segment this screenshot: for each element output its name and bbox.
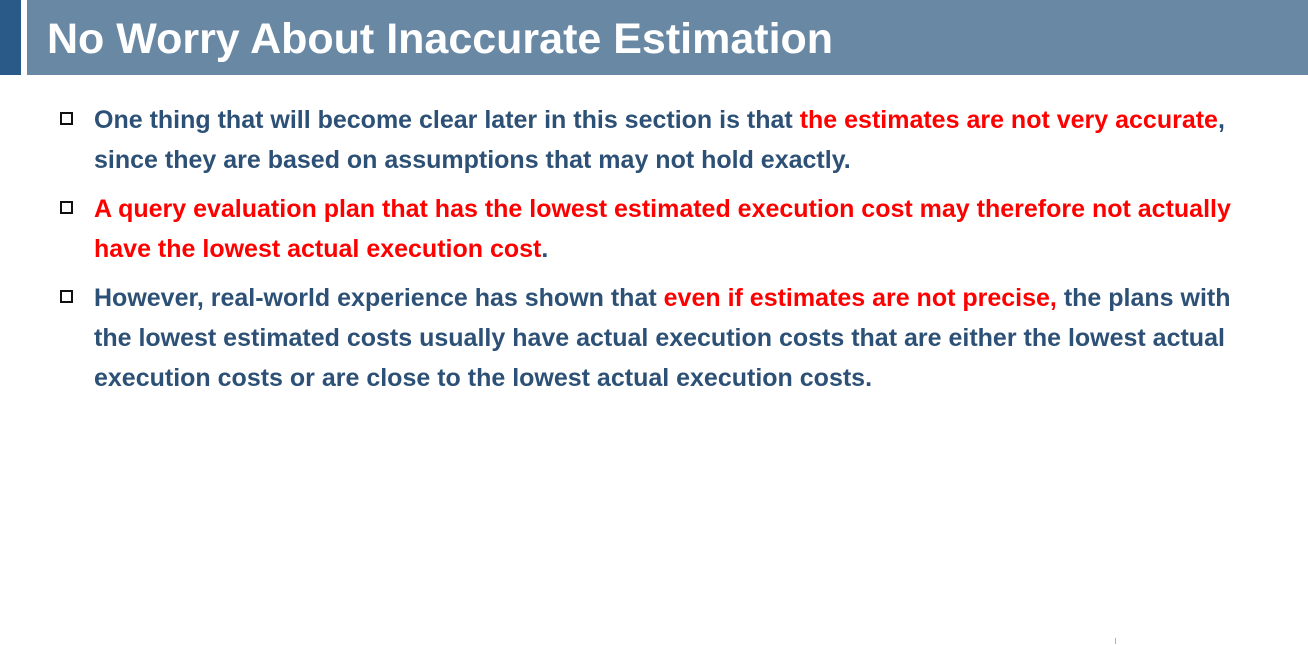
bullet-text: . [541,235,549,263]
bullet-item: A query evaluation plan that has the low… [56,189,1256,269]
bullet-text: , since they are based on assumptions th… [94,106,1225,174]
title-bar: No Worry About Inaccurate Estimation [27,0,1308,75]
bullet-highlight-text: A query evaluation plan that has the low… [94,195,1231,263]
footer-mark [1115,638,1116,644]
bullet-text: the plans with the lowest estimated cost… [94,284,1231,392]
hollow-square-icon [60,201,73,214]
hollow-square-icon [60,290,73,303]
bullet-text: However, real-world experience has shown… [94,284,664,312]
bullet-item: One thing that will become clear later i… [56,100,1256,180]
bullet-item: However, real-world experience has shown… [56,278,1256,398]
bullet-highlight-text: the estimates are not very accurate [799,106,1218,134]
bullet-highlight-text: even if estimates are not precise, [663,284,1057,312]
bullet-list: One thing that will become clear later i… [56,100,1256,407]
title-accent-bar [0,0,21,75]
bullet-text: One thing that will become clear later i… [94,106,800,134]
slide-title: No Worry About Inaccurate Estimation [47,15,834,63]
hollow-square-icon [60,112,73,125]
